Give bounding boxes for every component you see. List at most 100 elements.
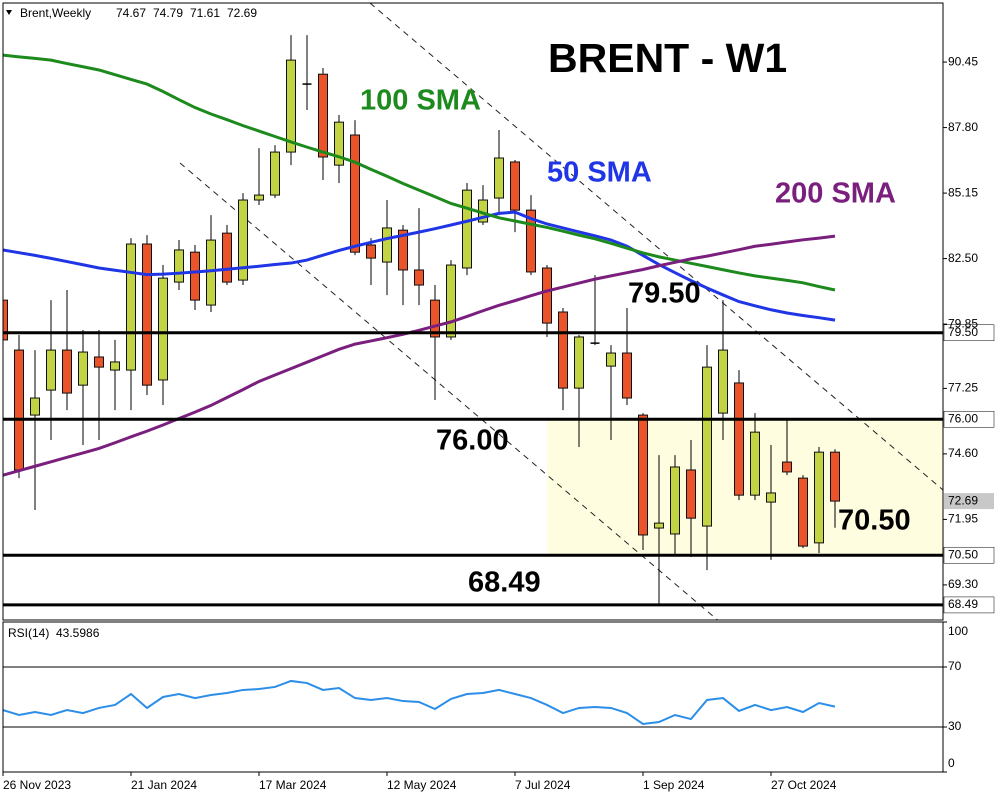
zone — [547, 419, 943, 556]
sma-label: 50 SMA — [547, 157, 652, 189]
candle-body — [174, 249, 184, 283]
y-tick-label: 90.45 — [948, 54, 978, 68]
candle-body — [3, 299, 8, 341]
level-tag — [943, 411, 995, 428]
price-frame — [2, 2, 944, 621]
level-tag-label: 68.49 — [948, 597, 978, 611]
candle-body — [398, 229, 408, 271]
ohlc-close: 72.69 — [227, 6, 257, 20]
x-tick-label: 21 Jan 2024 — [131, 778, 197, 792]
candle-body — [110, 361, 120, 371]
candle-body — [766, 492, 776, 503]
sma-line — [3, 234, 836, 477]
candle-body — [574, 336, 584, 389]
y-tick-label: 77.25 — [948, 381, 978, 395]
x-tick-label: 1 Sep 2024 — [643, 778, 705, 792]
candle-body — [350, 134, 360, 253]
sma-line — [3, 210, 836, 322]
overlay: 50 SMA 100 SMA 200 SMA 79.50 76.00 70.50 68.49… — [2, 54, 995, 792]
candle-body — [654, 522, 664, 529]
candle-body — [782, 461, 792, 473]
x-tick-label: 17 Mar 2024 — [259, 778, 327, 792]
candle-body — [494, 157, 504, 199]
candle-body — [542, 267, 552, 324]
candle-body — [270, 151, 280, 196]
menu-arrow — [6, 10, 12, 15]
rsi-line — [3, 679, 836, 726]
ohlc-high: 74.79 — [153, 6, 183, 20]
candle-body — [78, 351, 88, 386]
candle-body — [254, 194, 264, 201]
price-tag-label: 72.69 — [948, 493, 978, 507]
x-tick-label: 27 Oct 2024 — [771, 778, 837, 792]
y-tick-label: 71.95 — [948, 512, 978, 526]
price-plot — [3, 35, 943, 607]
level-tag-label: 79.50 — [948, 325, 978, 339]
candle-body — [622, 352, 632, 399]
candle-body — [94, 356, 104, 368]
rsi-y-tick-label: 70 — [948, 659, 962, 673]
rsi-frame — [2, 621, 944, 773]
channel-line — [369, 3, 943, 491]
y-tick-label: 69.30 — [948, 577, 978, 591]
candle-body — [798, 477, 808, 547]
level-tag — [943, 546, 995, 564]
level-tag — [943, 324, 995, 342]
y-tick-label: 87.80 — [948, 120, 978, 134]
candle-body — [446, 264, 456, 338]
candle-body — [382, 227, 392, 263]
candle-body — [62, 349, 72, 394]
annotation: 79.50 — [628, 278, 701, 310]
candle-body — [414, 269, 424, 286]
level-tag-label: 76.00 — [948, 411, 978, 425]
level-tag — [943, 596, 995, 614]
candle-body — [718, 349, 728, 414]
x-tick-label: 7 Jul 2024 — [515, 778, 571, 792]
level-tag-label: 70.50 — [948, 547, 978, 561]
candle-body — [366, 244, 376, 259]
annotation: 68.49 — [468, 567, 541, 599]
candle-body — [750, 431, 760, 496]
candle-body — [430, 299, 440, 338]
candle-body — [558, 311, 568, 389]
rsi-last: 43.5986 — [56, 626, 100, 640]
candle-body — [462, 189, 472, 269]
rsi-title: RSI(14) — [8, 626, 49, 640]
candle-body — [606, 352, 616, 367]
candle-body — [702, 366, 712, 527]
candle-body — [526, 209, 536, 273]
y-tick-label: 85.15 — [948, 185, 978, 199]
rsi-y-tick-label: 0 — [948, 756, 955, 770]
candle-body — [158, 277, 168, 381]
candle-body — [14, 349, 24, 471]
candle-body — [686, 469, 696, 519]
candle-body — [238, 199, 248, 281]
y-tick-label: 79.85 — [948, 316, 978, 330]
annotation: 70.50 — [838, 505, 911, 537]
candle-body — [670, 466, 680, 535]
candle-body — [46, 349, 56, 391]
chart-title: BRENT - W1 — [548, 35, 787, 81]
ohlc-open: 74.67 — [116, 6, 146, 20]
channel — [179, 3, 943, 620]
candle-body — [30, 397, 40, 416]
candle-body — [142, 243, 152, 386]
y-tick-label: 74.60 — [948, 446, 978, 460]
candle-body — [206, 239, 216, 306]
sma-label: 100 SMA — [360, 85, 481, 117]
candle-body — [734, 382, 744, 496]
ohlc-low: 71.61 — [190, 6, 220, 20]
price-tag — [944, 493, 994, 510]
candle-body — [190, 251, 200, 301]
rsi-plot — [3, 666, 943, 728]
candle-body — [222, 232, 232, 283]
candle-body — [638, 414, 648, 536]
sma-line — [3, 53, 836, 292]
candle-body — [126, 243, 136, 371]
rsi-y-tick-label: 30 — [948, 719, 962, 733]
candle-body — [334, 121, 344, 166]
candle-body — [814, 451, 824, 544]
annotation: 76.00 — [436, 425, 509, 457]
